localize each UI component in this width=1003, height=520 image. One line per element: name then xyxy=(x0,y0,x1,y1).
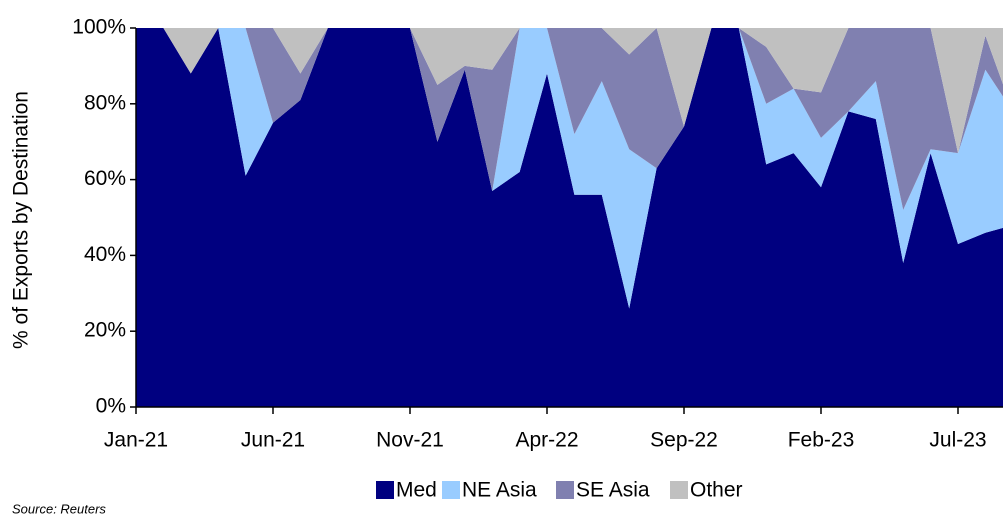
y-tick-label: 60% xyxy=(84,167,126,190)
source: Source: Reuters xyxy=(12,501,106,516)
area xyxy=(136,28,1003,309)
legend-label: NE Asia xyxy=(462,479,537,502)
legend-label: Med xyxy=(396,479,437,502)
x-tick-label: Feb-23 xyxy=(788,429,855,452)
legend-label: SE Asia xyxy=(576,479,650,502)
y-axis-label: % of Exports by Destination xyxy=(10,91,33,349)
y-tick-label: 100% xyxy=(72,16,126,39)
area xyxy=(136,28,1003,154)
y-tick-label: 0% xyxy=(96,395,126,418)
legend-swatch xyxy=(556,481,574,499)
x-tick-label: Jul-23 xyxy=(929,429,986,452)
legend-swatch xyxy=(376,481,394,499)
y-tick-label: 80% xyxy=(84,91,126,114)
legend-swatch xyxy=(670,481,688,499)
legend-label: Other xyxy=(690,479,743,502)
x-tick-label: Jun-21 xyxy=(241,429,305,452)
plot-area xyxy=(136,28,1003,407)
legend-swatch xyxy=(442,481,460,499)
x-tick-label: Nov-21 xyxy=(376,429,444,452)
area xyxy=(136,28,1003,407)
x-tick-label: Jan-21 xyxy=(104,429,168,452)
y-tick-label: 20% xyxy=(84,319,126,342)
y-tick-label: 40% xyxy=(84,243,126,266)
x-tick-label: Sep-22 xyxy=(650,429,718,452)
area xyxy=(136,28,1003,210)
x-tick-label: Apr-22 xyxy=(515,429,578,452)
